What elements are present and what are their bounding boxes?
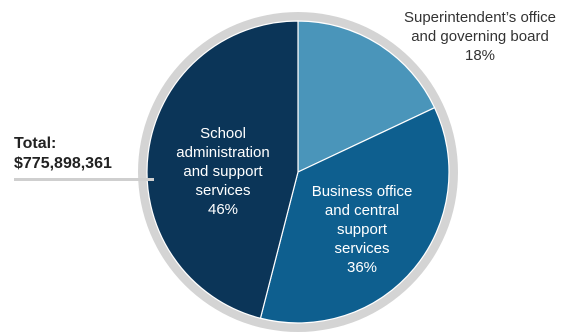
slice-label-line: services	[334, 240, 390, 257]
slice-label-line: and central	[324, 202, 400, 219]
pie-slice-1	[259, 106, 450, 324]
slice-label-line: School	[200, 125, 246, 142]
total-title: Total:	[14, 135, 57, 152]
slice-label-line: and support	[183, 163, 263, 180]
total-value: $775,898,361	[14, 155, 112, 172]
total-connector-line	[14, 178, 154, 181]
slice-label-superintendent: Superintendent’s office and governing bo…	[390, 8, 570, 65]
total-label: Total: $775,898,361	[14, 134, 112, 174]
slice-label-business-office: Business office and central support serv…	[296, 182, 428, 277]
slice-label-line: Business office	[311, 183, 413, 200]
pie-group	[138, 12, 458, 332]
slice-label-school-administration: School administration and support servic…	[164, 124, 282, 219]
pie-slice-0	[297, 20, 436, 173]
slice-label-line: and governing board	[411, 28, 549, 45]
pie-slice-2	[146, 20, 299, 319]
slice-label-line: support	[336, 221, 388, 238]
slice-percent: 18%	[464, 47, 496, 64]
slice-label-line: Superintendent’s office	[403, 9, 557, 26]
slice-label-line: services	[195, 182, 251, 199]
slice-percent: 46%	[207, 201, 239, 218]
slice-percent: 36%	[346, 259, 378, 276]
slice-label-line: administration	[176, 144, 270, 161]
